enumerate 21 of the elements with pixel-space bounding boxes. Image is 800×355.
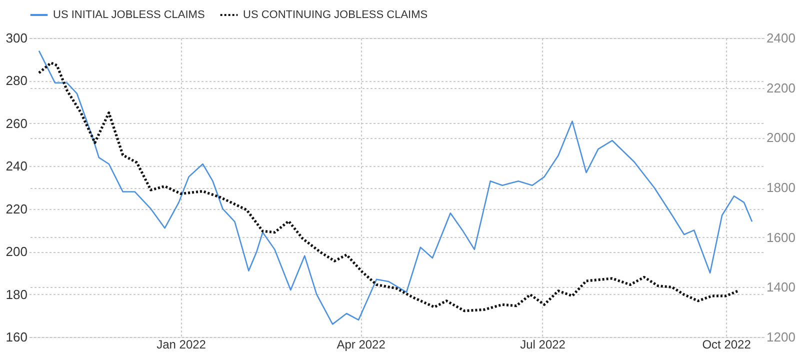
legend-label: US INITIAL JOBLESS CLAIMS (53, 9, 205, 21)
y-tick-label: 160 (6, 330, 28, 344)
y2-tick-label: 2000 (766, 130, 796, 146)
y-tick-label: 200 (6, 244, 28, 260)
y2-tick-label: 2400 (766, 30, 796, 46)
x-tick-label: Oct 2022 (702, 338, 752, 352)
y2-tick-label: 1200 (766, 330, 796, 344)
y-tick-label: 240 (6, 158, 28, 174)
y2-tick-label: 1400 (766, 280, 796, 295)
x-tick-label: Apr 2022 (336, 338, 386, 352)
legend-label: US CONTINUING JOBLESS CLAIMS (243, 9, 428, 21)
y2-tick-label: 1800 (766, 180, 796, 195)
y2-tick-label: 2200 (766, 80, 796, 96)
y-tick-label: 260 (6, 116, 28, 131)
y2-tick-label: 1600 (766, 230, 796, 245)
x-tick-label: Jul 2022 (520, 338, 566, 352)
y-tick-label: 280 (6, 73, 28, 88)
y-tick-label: 220 (6, 201, 28, 216)
x-tick-label: Jan 2022 (156, 338, 206, 352)
y-tick-label: 300 (6, 30, 28, 46)
y-tick-label: 180 (6, 286, 28, 302)
